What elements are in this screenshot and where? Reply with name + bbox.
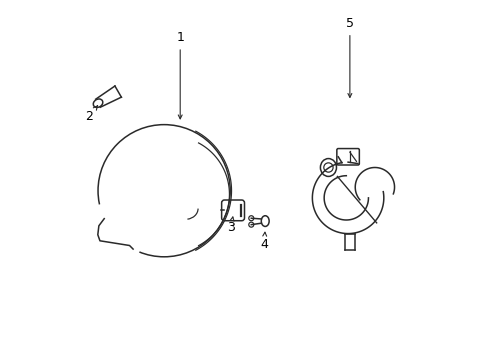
Text: 3: 3 xyxy=(226,217,234,234)
Text: 2: 2 xyxy=(85,105,98,123)
Text: 4: 4 xyxy=(260,232,267,251)
Text: 5: 5 xyxy=(345,17,353,98)
Text: 1: 1 xyxy=(176,31,184,119)
